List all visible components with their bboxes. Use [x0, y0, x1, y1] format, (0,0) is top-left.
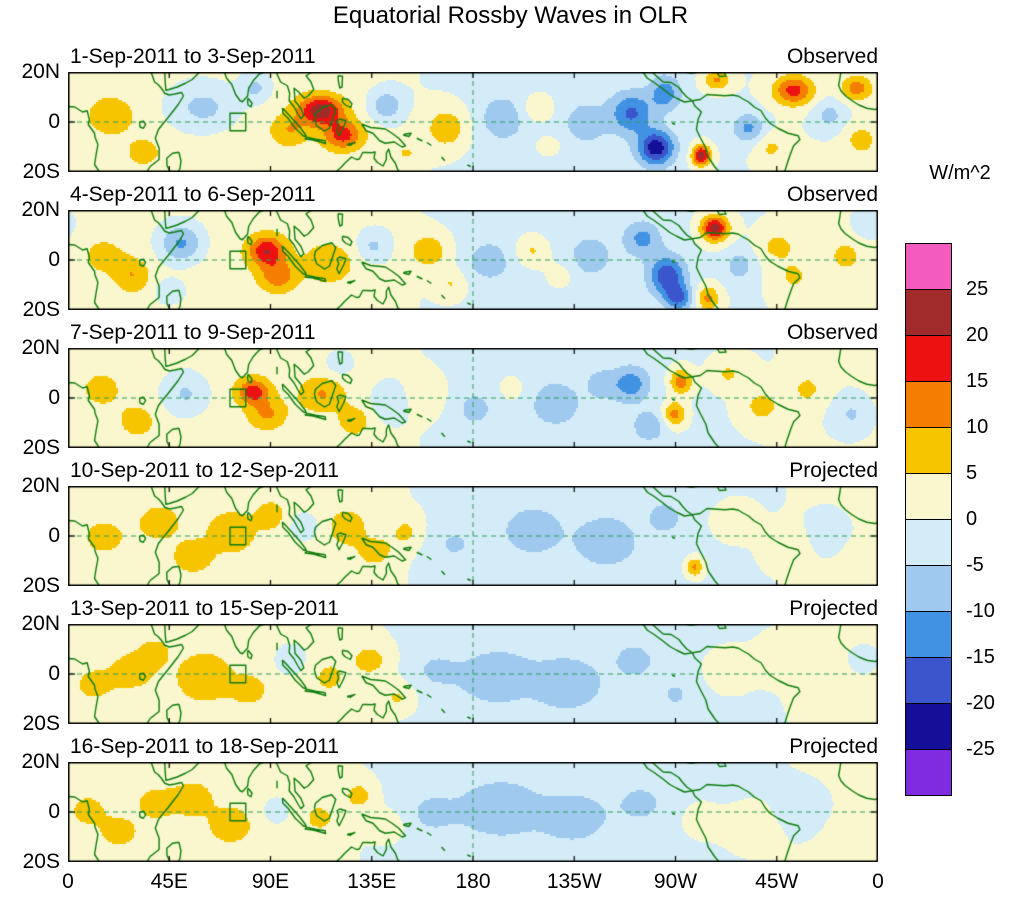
- x-axis-label: 180: [455, 870, 491, 893]
- y-axis-label: 20N: [21, 60, 60, 83]
- y-axis-label: 20S: [22, 850, 60, 873]
- y-axis-label: 20S: [22, 160, 60, 183]
- map-canvas: [68, 210, 878, 310]
- x-axis-label: 45W: [755, 870, 799, 893]
- y-axis-label: 0: [48, 800, 60, 823]
- colorbar-tick-label: 25: [966, 278, 989, 300]
- colorbar-tick-label: 0: [966, 508, 978, 530]
- map-canvas: [68, 762, 878, 862]
- panel-status-label: Observed: [786, 321, 878, 344]
- panel-date-range: 1-Sep-2011 to 3-Sep-2011: [70, 45, 316, 68]
- colorbar-tick-label: 10: [966, 416, 989, 438]
- panel-status-label: Projected: [789, 735, 878, 758]
- panel-date-range: 7-Sep-2011 to 9-Sep-2011: [70, 321, 316, 344]
- panel-status-label: Projected: [789, 597, 878, 620]
- y-axis-label: 20N: [21, 750, 60, 773]
- x-axis-label: 135E: [347, 870, 397, 893]
- colorbar-tick-label: -15: [966, 646, 995, 668]
- y-axis-label: 0: [48, 662, 60, 685]
- colorbar-tick-label: 15: [966, 370, 989, 392]
- colorbar-cell: [905, 749, 952, 796]
- x-axis-label: 135W: [546, 870, 602, 893]
- colorbar-cell: [905, 335, 952, 382]
- colorbar-tick-label: -5: [966, 554, 984, 576]
- y-axis-label: 0: [48, 110, 60, 133]
- x-axis-label: 90W: [653, 870, 698, 893]
- y-axis-label: 20S: [22, 712, 60, 735]
- x-axis-label: 0: [872, 870, 884, 893]
- y-axis-label: 20S: [22, 574, 60, 597]
- panel-date-range: 13-Sep-2011 to 15-Sep-2011: [70, 597, 339, 620]
- panel-date-range: 4-Sep-2011 to 6-Sep-2011: [70, 183, 316, 206]
- y-axis-label: 20N: [21, 474, 60, 497]
- colorbar-cell: [905, 519, 952, 566]
- colorbar-tick-label: -25: [966, 738, 995, 760]
- colorbar-cell: [905, 473, 952, 520]
- y-axis-label: 0: [48, 524, 60, 547]
- colorbar-cell: [905, 703, 952, 750]
- panel-date-range: 16-Sep-2011 to 18-Sep-2011: [70, 735, 339, 758]
- y-axis-label: 20N: [21, 612, 60, 635]
- chart-title: Equatorial Rossby Waves in OLR: [332, 2, 689, 29]
- colorbar-tick-label: -10: [966, 600, 995, 622]
- colorbar-cell: [905, 657, 952, 704]
- panel-date-range: 10-Sep-2011 to 12-Sep-2011: [70, 459, 339, 482]
- x-axis-label: 45E: [150, 870, 188, 893]
- x-axis-label: 0: [62, 870, 74, 893]
- y-axis-label: 20N: [21, 198, 60, 221]
- colorbar-cell: [905, 611, 952, 658]
- colorbar-cell: [905, 243, 952, 290]
- colorbar-cell: [905, 565, 952, 612]
- colorbar-cell: [905, 289, 952, 336]
- colorbar-tick-label: -20: [966, 692, 995, 714]
- y-axis-label: 20N: [21, 336, 60, 359]
- map-canvas: [68, 624, 878, 724]
- colorbar-tick-label: 5: [966, 462, 978, 484]
- y-axis-label: 0: [48, 248, 60, 271]
- panel-status-label: Observed: [786, 183, 878, 206]
- y-axis-label: 20S: [22, 436, 60, 459]
- colorbar-cell: [905, 427, 952, 474]
- map-canvas: [68, 72, 878, 172]
- panel-status-label: Observed: [786, 45, 878, 68]
- x-axis-label: 90E: [251, 870, 290, 893]
- map-canvas: [68, 486, 878, 586]
- panel-status-label: Projected: [789, 459, 878, 482]
- colorbar-tick-label: 20: [966, 324, 989, 346]
- map-canvas: [68, 348, 878, 448]
- colorbar-unit-label: W/m^2: [929, 162, 991, 184]
- colorbar-cell: [905, 381, 952, 428]
- y-axis-label: 20S: [22, 298, 60, 321]
- y-axis-label: 0: [48, 386, 60, 409]
